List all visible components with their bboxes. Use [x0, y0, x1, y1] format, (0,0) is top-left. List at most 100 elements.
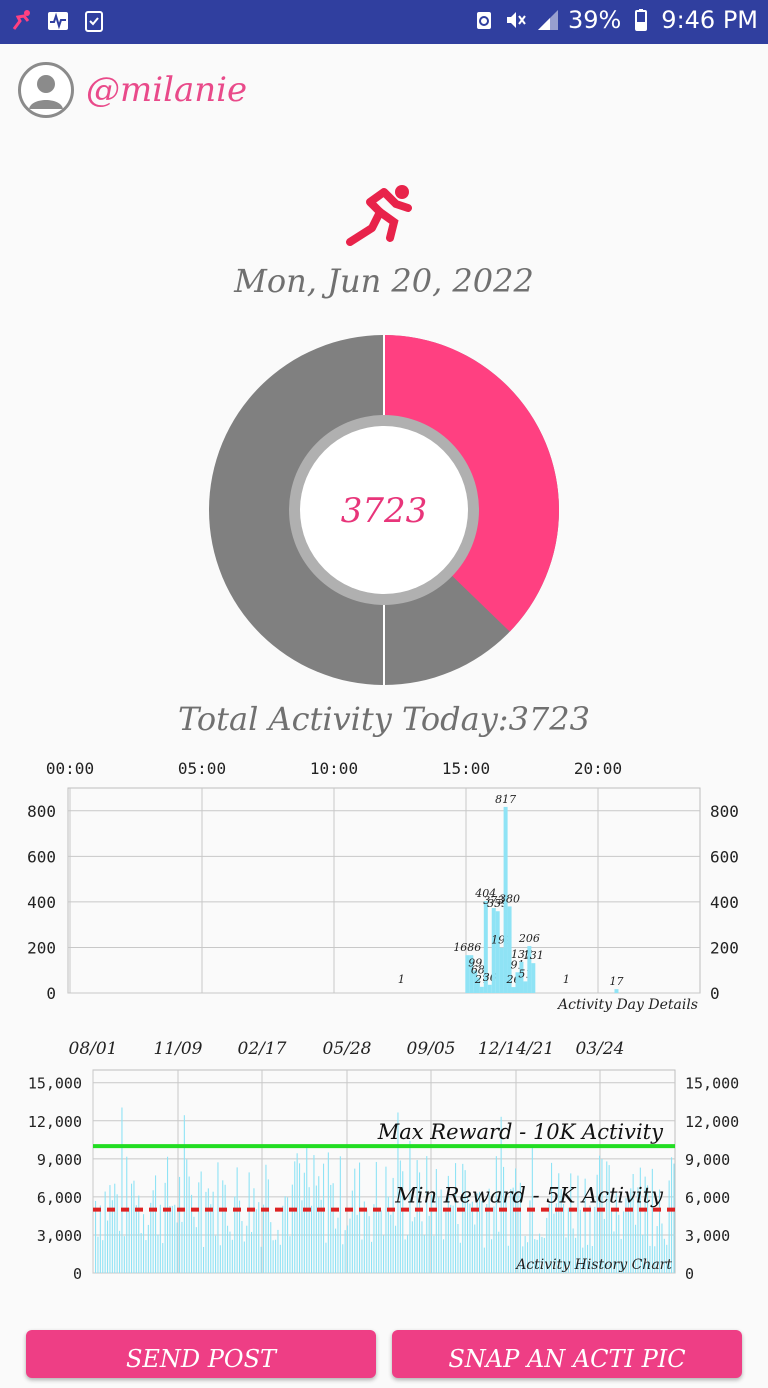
history-bar	[563, 1203, 565, 1273]
history-bar	[548, 1203, 550, 1273]
history-x-tick-label: 02/17	[238, 1039, 287, 1059]
day-y-tick-label-right: 200	[710, 938, 739, 957]
history-bar	[186, 1159, 188, 1273]
history-bar	[219, 1245, 221, 1273]
history-bar	[546, 1217, 548, 1273]
history-bar	[123, 1236, 125, 1273]
history-bar	[356, 1214, 358, 1273]
day-bar	[614, 989, 619, 993]
avatar-person-icon	[29, 75, 63, 109]
history-bar	[584, 1178, 586, 1273]
day-chart-legend: Activity Day Details	[556, 997, 698, 1013]
history-bar	[174, 1204, 176, 1273]
day-y-tick-label-left: 600	[27, 847, 56, 866]
history-bar	[474, 1224, 476, 1273]
history-bar	[342, 1244, 344, 1273]
history-bar	[668, 1180, 670, 1273]
history-bar	[627, 1196, 629, 1273]
history-bar	[608, 1165, 610, 1273]
history-bar	[467, 1196, 469, 1273]
history-bar	[402, 1171, 404, 1273]
history-bar	[320, 1199, 322, 1273]
history-bar	[488, 1188, 490, 1273]
day-bar	[507, 906, 512, 993]
history-bar	[205, 1191, 207, 1273]
history-bar	[500, 1116, 502, 1273]
reference-line-label: Min Reward - 5K Activity	[394, 1184, 664, 1208]
history-bar	[565, 1237, 567, 1273]
history-bar	[582, 1247, 584, 1273]
history-bar	[239, 1200, 241, 1273]
history-bar	[308, 1187, 310, 1273]
date-label: Mon, Jun 20, 2022	[234, 262, 534, 300]
history-bar	[476, 1193, 478, 1273]
history-bar	[135, 1205, 137, 1273]
history-bar	[104, 1191, 106, 1273]
history-bar	[111, 1200, 113, 1273]
history-bar	[387, 1196, 389, 1273]
day-bar-label: 817	[495, 793, 516, 806]
history-bar	[260, 1246, 262, 1273]
history-bar	[673, 1163, 675, 1273]
day-y-tick-label-right: 800	[710, 802, 739, 821]
history-bar	[291, 1184, 293, 1273]
history-bar	[630, 1188, 632, 1273]
history-bar	[431, 1194, 433, 1273]
history-bar	[277, 1229, 279, 1273]
history-bar	[536, 1239, 538, 1273]
history-bar	[335, 1228, 337, 1273]
history-bar	[243, 1241, 245, 1273]
send-post-button[interactable]: SEND POST	[26, 1330, 376, 1378]
history-bar	[409, 1140, 411, 1273]
history-bar	[368, 1216, 370, 1273]
day-chart-frame	[67, 787, 701, 994]
history-bar	[642, 1234, 644, 1273]
history-bar	[270, 1222, 272, 1273]
history-bar	[133, 1180, 135, 1273]
history-bar	[527, 1242, 529, 1273]
history-bar	[215, 1235, 217, 1273]
history-bar	[296, 1153, 298, 1273]
history-y-tick-label-right: 15,000	[685, 1075, 739, 1093]
history-bar	[272, 1240, 274, 1273]
history-bar	[637, 1187, 639, 1273]
avatar[interactable]	[18, 62, 74, 118]
day-x-tick-label: 20:00	[574, 759, 622, 778]
history-bar	[193, 1216, 195, 1273]
history-bar	[375, 1161, 377, 1273]
history-bar	[553, 1213, 555, 1273]
username: @milanie	[86, 70, 248, 110]
day-bar	[475, 977, 480, 993]
history-bar	[97, 1236, 99, 1273]
history-bar	[404, 1239, 406, 1273]
history-bar	[371, 1241, 373, 1273]
history-bar	[632, 1173, 634, 1273]
history-bar	[390, 1214, 392, 1273]
history-bar	[169, 1205, 171, 1273]
history-bar	[625, 1198, 627, 1273]
activity-history-chart: 08/01 11/09 02/17 05/28 09/05 12/14/21 03/24 15…	[28, 1039, 739, 1283]
day-bar-label: 137	[511, 948, 532, 961]
history-bar	[231, 1239, 233, 1273]
history-bar	[651, 1168, 653, 1273]
history-bar	[287, 1197, 289, 1273]
history-bar	[462, 1163, 464, 1273]
history-bar	[373, 1204, 375, 1273]
history-bar	[611, 1211, 613, 1273]
history-bar	[241, 1221, 243, 1273]
history-bar	[644, 1176, 646, 1273]
day-bar	[523, 981, 528, 993]
history-bar	[587, 1244, 589, 1273]
history-bar	[121, 1107, 123, 1273]
history-bar	[639, 1167, 641, 1273]
day-bar-label: 359	[487, 897, 508, 910]
history-bar	[438, 1197, 440, 1273]
history-bar	[361, 1239, 363, 1273]
snap-activity-pic-button[interactable]: SNAP AN ACTI PIC	[392, 1330, 742, 1378]
profile-header[interactable]: @milanie	[18, 62, 247, 118]
day-bar	[495, 911, 500, 993]
day-extra-label: 1	[398, 973, 405, 986]
history-bar	[303, 1172, 305, 1273]
day-x-tick-label: 10:00	[310, 759, 358, 778]
history-bar	[366, 1209, 368, 1273]
